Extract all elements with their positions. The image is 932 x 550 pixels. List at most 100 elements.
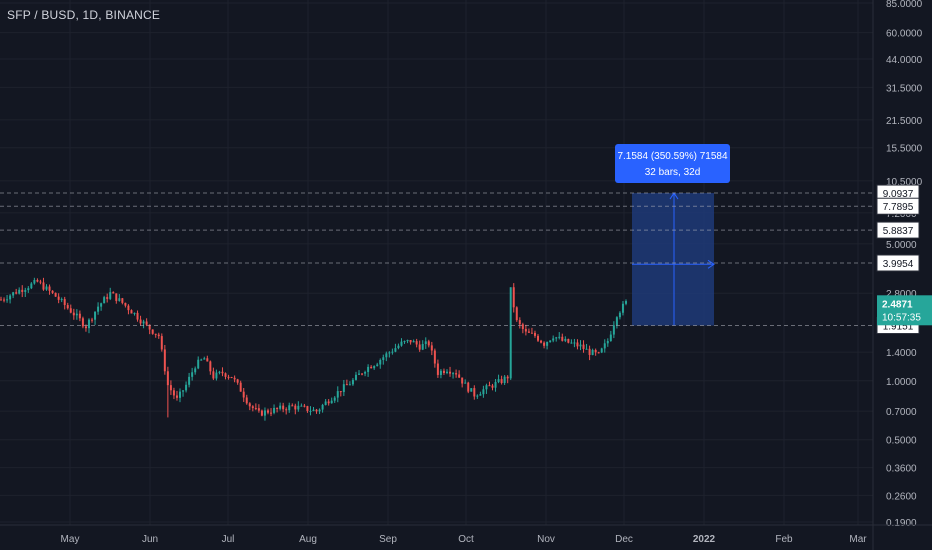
candle-body [361,373,364,375]
measure-box[interactable] [632,193,714,326]
candle [330,397,333,404]
candle-body [470,388,473,392]
candle [315,408,318,414]
candle [379,358,382,369]
candle [78,310,81,322]
candle [282,402,285,413]
price-lines[interactable]: 9.0937 7.7895 5.8837 3.9954 1.9151 [0,184,920,335]
candle-body [473,388,476,397]
candle-body [175,395,178,398]
candle [391,348,394,355]
candle-body [163,349,166,372]
candle [24,287,27,297]
candle [427,339,430,348]
candle-body [415,341,418,345]
candle [81,316,84,329]
candle [439,369,442,379]
x-tick-label: Feb [775,534,793,545]
price-line-label-bg [876,197,920,215]
candle [273,404,276,415]
measure-tooltip: 7.1584 (350.59%) 71584 32 bars, 32d [615,144,730,183]
candle [397,343,400,350]
candle [591,348,594,356]
candle-body [15,292,18,294]
candle-body [191,372,194,377]
candle [130,309,133,314]
candle-body [570,342,573,344]
candle [121,297,124,305]
candle-body [169,385,172,391]
candle [485,383,488,394]
candle [625,299,627,306]
candle-body [133,312,136,314]
candle-body [81,318,84,327]
candle-body [270,412,273,414]
candle [224,372,227,380]
y-tick-label: 85.0000 [886,0,923,10]
price-line-label-bg [876,221,920,239]
candle-body [621,303,624,313]
candle-body [379,359,382,365]
candle-body [142,321,145,324]
candle-body [449,371,452,374]
candle-body [615,317,618,326]
candle [294,403,297,415]
candle-body [230,377,233,379]
candle [403,340,406,344]
price-line-label[interactable]: 5.8837 [876,221,920,239]
price-line-label-text: 5.8837 [883,226,914,237]
candle-body [500,379,503,384]
candle-body [482,389,485,395]
candle-body [245,397,248,404]
candle [488,381,491,387]
candle [60,297,63,303]
candle [540,339,543,344]
measure-tool[interactable] [632,192,715,326]
y-tick-label: 5.0000 [886,240,917,251]
candle-body [321,404,324,410]
candle-body [12,292,15,296]
candle-body [94,311,97,320]
measure-bars-label: 32 bars, 32d [644,167,701,178]
candle [321,403,324,413]
candle-body [157,334,160,337]
candle-body [33,280,36,284]
candle [27,286,30,293]
candle [276,407,279,413]
candle-body [588,348,591,355]
candle [251,405,254,412]
candle [424,337,427,349]
candle-body [330,400,333,404]
candle-body [306,406,309,412]
candle-body [315,409,318,412]
candle-body [236,379,239,383]
candle-body [242,391,245,398]
candle [72,308,75,320]
candle-body [479,394,482,396]
candle [166,366,169,418]
price-line-label[interactable]: 3.9954 [876,254,920,272]
candle-body [87,319,90,329]
candle [291,403,294,407]
candle-body [561,336,564,341]
candle-body [555,337,558,339]
candle-body [118,298,121,301]
price-line-label[interactable]: 7.7895 [876,197,920,215]
candle [169,380,172,395]
candle-body [294,405,297,410]
x-tick-label: Nov [537,534,555,545]
symbol-title[interactable]: SFP / BUSD, 1D, BINANCE [7,8,161,22]
candle-body [254,408,257,410]
candle [491,383,494,391]
candle-body [312,409,315,411]
y-tick-label: 1.0000 [886,377,917,388]
candle [197,356,200,370]
candle-body [476,395,479,397]
candle-body [279,405,282,409]
candle [576,339,579,350]
candle [21,285,24,298]
candle-body [424,341,427,345]
candle [266,408,269,415]
